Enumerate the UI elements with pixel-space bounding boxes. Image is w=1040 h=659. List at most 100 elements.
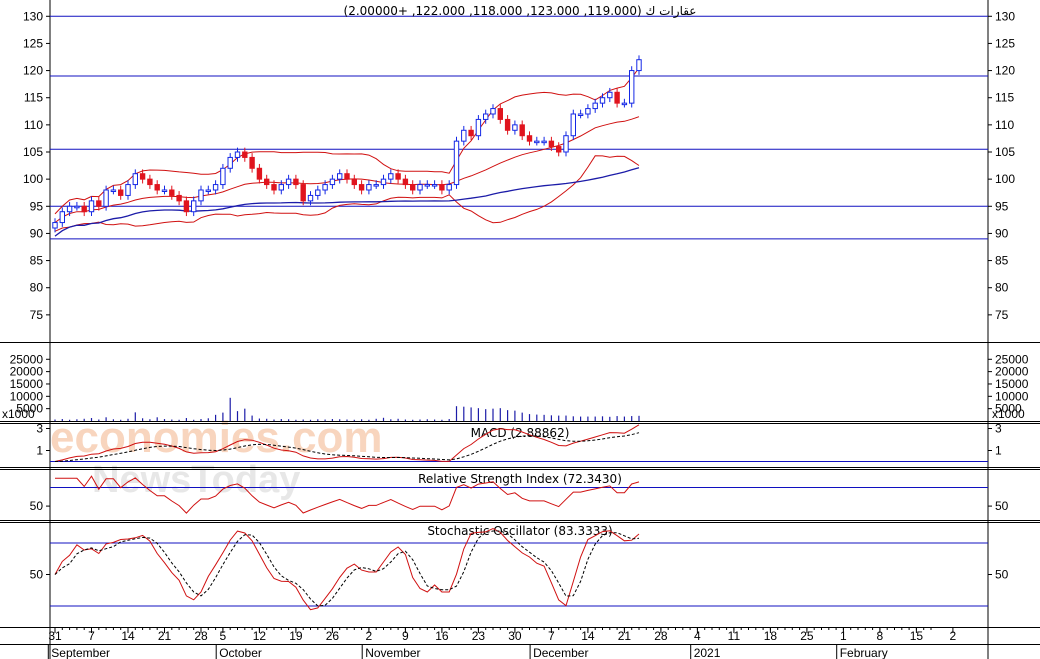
y-tick-label-right: 90 [995,226,1009,240]
candle [599,93,606,108]
y-tick-label-right: 115 [995,91,1014,105]
candle-body [183,200,190,213]
macd-line [54,424,640,462]
candle-body [417,184,423,191]
candle-body [315,189,321,196]
x-tick-label: 30 [508,629,522,643]
candle [139,169,146,184]
candle-body [614,91,620,104]
candle-body [198,189,204,202]
y-tick-label-left: 75 [30,308,44,322]
candle [468,125,474,141]
candle-body [66,205,73,213]
rsi-line [55,475,640,514]
volume-unit-right: x1000 [992,407,1025,421]
candle [249,153,255,173]
candle-body [402,178,409,186]
y-tick-label-right: 50 [995,568,1009,582]
x-tick-label: 31 [48,629,62,643]
y-tick-label-right: 100 [995,172,1015,186]
x-tick-label: 16 [435,629,449,643]
candle-body [424,184,431,187]
stochastic-d-line [54,530,640,607]
x-tick-label: 2 [366,629,373,643]
candle-body [234,151,241,158]
y-tick-label-right: 120 [995,64,1015,78]
candle-body [504,118,511,131]
candle-body [191,200,197,213]
y-tick-label-right: 110 [995,118,1014,132]
candle [621,98,628,108]
candle [212,180,219,195]
candle [285,174,292,189]
candle-body [431,184,438,187]
candle-body [395,173,401,180]
x-tick-label: 28 [654,629,668,643]
candle-body [169,189,175,196]
candle [512,120,518,135]
candle [526,131,533,146]
candle-body [300,184,306,202]
candle [563,131,569,157]
y-tick-label-right: 80 [995,281,1009,295]
y-tick-label-left: 3 [36,422,43,436]
candle-body [410,184,416,191]
candle-body [176,194,182,202]
candle [242,147,248,162]
x-tick-label: 19 [289,629,303,643]
candle [358,180,365,195]
candle [614,87,620,108]
candle [380,174,387,189]
x-tick-label: 2 [950,629,957,643]
candle [81,201,87,217]
y-tick-label-right: 1 [995,444,1002,458]
candle [373,180,379,189]
candle-body [329,178,336,186]
candle [300,180,306,206]
candle-body [534,140,540,144]
candle [439,180,445,195]
candle [220,163,226,189]
candle [88,196,95,217]
candle-body [388,173,394,180]
candle [388,169,394,184]
y-tick-label-left: 50 [30,568,44,582]
y-tick-label-right: 125 [995,36,1015,50]
month-label: December [533,646,588,659]
month-label: 2021 [694,646,721,659]
candle-body [556,146,562,153]
candle-body [220,167,226,186]
candle-body [599,97,606,104]
candle-body [468,129,474,137]
candle [431,180,438,189]
x-tick-label: 5 [220,629,227,643]
candle [205,185,212,195]
candle-body [242,151,248,158]
candle [176,191,182,206]
moving-average-line [54,167,640,237]
candle-body [351,178,358,186]
x-tick-label: 11 [728,629,741,643]
candle-body [59,211,65,224]
candle-body [497,108,504,120]
candle [636,55,642,75]
candle [307,191,314,206]
candle [227,153,233,173]
candle [234,147,241,162]
candle-body [103,189,109,207]
x-tick-label: 18 [764,629,778,643]
candle-body [570,113,576,137]
candle [315,185,321,200]
candle [147,174,153,189]
candle [278,180,285,195]
stochastic-title: Stochastic Oscillator (83.3333) [427,524,612,538]
candle [183,196,190,217]
month-label: November [365,646,420,659]
candle [52,218,58,233]
candle-body [74,205,80,209]
candle-body [293,178,299,186]
candle [570,109,576,141]
candle-body [139,173,146,180]
volume-tick-label-right: 20000 [995,365,1029,379]
